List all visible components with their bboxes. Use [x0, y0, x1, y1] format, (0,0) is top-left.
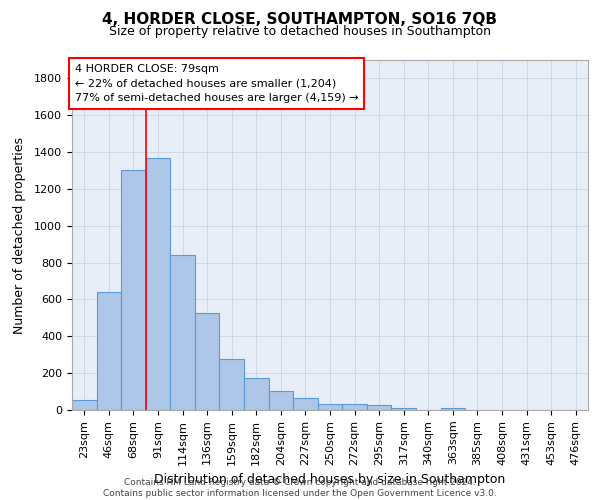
- Bar: [342, 404, 367, 410]
- Bar: [269, 390, 293, 410]
- X-axis label: Distribution of detached houses by size in Southampton: Distribution of detached houses by size …: [154, 473, 506, 486]
- Bar: [146, 158, 170, 410]
- Bar: [220, 359, 244, 410]
- Bar: [97, 292, 121, 410]
- Y-axis label: Number of detached properties: Number of detached properties: [13, 136, 26, 334]
- Bar: [195, 314, 220, 410]
- Text: 4, HORDER CLOSE, SOUTHAMPTON, SO16 7QB: 4, HORDER CLOSE, SOUTHAMPTON, SO16 7QB: [103, 12, 497, 28]
- Text: 4 HORDER CLOSE: 79sqm
← 22% of detached houses are smaller (1,204)
77% of semi-d: 4 HORDER CLOSE: 79sqm ← 22% of detached …: [74, 64, 358, 103]
- Bar: [440, 408, 465, 410]
- Bar: [391, 408, 416, 410]
- Text: Size of property relative to detached houses in Southampton: Size of property relative to detached ho…: [109, 25, 491, 38]
- Bar: [72, 400, 97, 410]
- Bar: [121, 170, 146, 410]
- Bar: [367, 406, 391, 410]
- Bar: [244, 378, 269, 410]
- Bar: [170, 256, 195, 410]
- Text: Contains HM Land Registry data © Crown copyright and database right 2024.
Contai: Contains HM Land Registry data © Crown c…: [103, 478, 497, 498]
- Bar: [318, 404, 342, 410]
- Bar: [293, 398, 318, 410]
